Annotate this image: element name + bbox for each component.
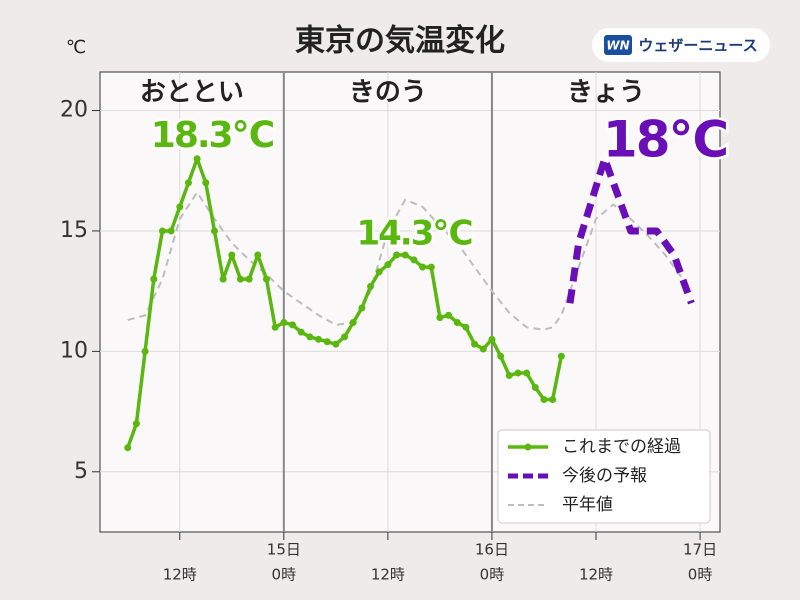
data-point bbox=[124, 444, 132, 452]
data-point bbox=[436, 314, 444, 322]
data-point bbox=[141, 347, 149, 355]
data-point bbox=[427, 263, 435, 271]
data-point bbox=[419, 263, 427, 271]
data-point bbox=[202, 179, 210, 187]
data-point bbox=[349, 318, 357, 326]
data-point bbox=[254, 251, 262, 259]
day-header: きのう bbox=[349, 78, 427, 108]
brand-mark: WN bbox=[606, 39, 629, 53]
marks bbox=[124, 155, 695, 452]
legend-label: 今後の予報 bbox=[562, 466, 647, 486]
data-point bbox=[358, 304, 366, 312]
data-point bbox=[384, 261, 392, 269]
data-point bbox=[445, 311, 453, 319]
series-line bbox=[566, 155, 695, 305]
data-point bbox=[514, 369, 522, 377]
data-point bbox=[523, 369, 531, 377]
x-tick-label: 0時 bbox=[480, 566, 505, 584]
data-point bbox=[315, 335, 323, 343]
grid bbox=[100, 72, 720, 532]
annotation: 18.3℃ bbox=[151, 115, 274, 156]
x-tick-label: 0時 bbox=[688, 566, 713, 584]
data-point bbox=[462, 323, 470, 331]
brand-badge bbox=[592, 28, 770, 62]
legend-label: 平年値 bbox=[562, 495, 613, 515]
data-point bbox=[176, 203, 184, 211]
data-point bbox=[271, 323, 279, 331]
data-point bbox=[367, 282, 375, 290]
data-point bbox=[228, 251, 236, 259]
data-point bbox=[306, 333, 314, 341]
legend bbox=[497, 429, 711, 524]
x-tick-label: 12時 bbox=[579, 566, 613, 584]
data-point bbox=[167, 227, 175, 235]
data-point bbox=[158, 227, 166, 235]
y-tick-label: 15 bbox=[60, 218, 88, 243]
day-header: おととい bbox=[140, 78, 244, 108]
legend-label: これまでの経過 bbox=[562, 437, 681, 457]
annotation: 18℃ bbox=[603, 111, 727, 169]
data-point bbox=[280, 318, 288, 326]
data-point bbox=[184, 179, 192, 187]
data-point bbox=[488, 335, 496, 343]
data-point bbox=[132, 420, 140, 428]
brand-name: ウェザーニュース bbox=[638, 37, 757, 55]
data-point bbox=[505, 371, 513, 379]
data-point bbox=[341, 333, 349, 341]
y-tick-label: 5 bbox=[74, 459, 88, 484]
annotation: 14.3℃ bbox=[356, 214, 471, 254]
data-point bbox=[245, 275, 253, 283]
data-point bbox=[393, 251, 401, 259]
legend-marker bbox=[524, 443, 532, 451]
data-point bbox=[323, 338, 331, 346]
data-point bbox=[150, 275, 158, 283]
data-point bbox=[410, 256, 418, 264]
x-tick-label: 12時 bbox=[163, 566, 197, 584]
data-point bbox=[210, 227, 218, 235]
y-tick-label: 20 bbox=[60, 98, 88, 123]
x-tick-label: 12時 bbox=[371, 566, 405, 584]
brand-logo bbox=[604, 35, 632, 55]
data-point bbox=[262, 275, 270, 283]
data-point bbox=[289, 321, 297, 329]
data-point bbox=[453, 318, 461, 326]
series-line bbox=[127, 191, 693, 331]
data-point bbox=[219, 275, 227, 283]
x-day-label: 15日 bbox=[267, 541, 301, 559]
y-tick-label: 10 bbox=[60, 338, 88, 363]
data-point bbox=[375, 268, 383, 276]
data-point bbox=[479, 345, 487, 353]
data-point bbox=[497, 352, 505, 360]
data-point bbox=[193, 155, 201, 163]
data-point bbox=[297, 328, 305, 336]
data-point bbox=[332, 340, 340, 348]
data-point bbox=[531, 383, 539, 391]
x-day-label: 17日 bbox=[683, 541, 717, 559]
day-header: きょう bbox=[567, 78, 645, 108]
data-point bbox=[236, 275, 244, 283]
y-unit: ℃ bbox=[66, 37, 86, 58]
data-point bbox=[540, 396, 548, 404]
data-point bbox=[549, 396, 557, 404]
data-point bbox=[557, 352, 565, 360]
x-day-label: 16日 bbox=[475, 541, 509, 559]
x-tick-label: 0時 bbox=[272, 566, 297, 584]
chart-title: 東京の気温変化 bbox=[295, 24, 505, 59]
data-point bbox=[471, 340, 479, 348]
data-point bbox=[401, 251, 409, 259]
